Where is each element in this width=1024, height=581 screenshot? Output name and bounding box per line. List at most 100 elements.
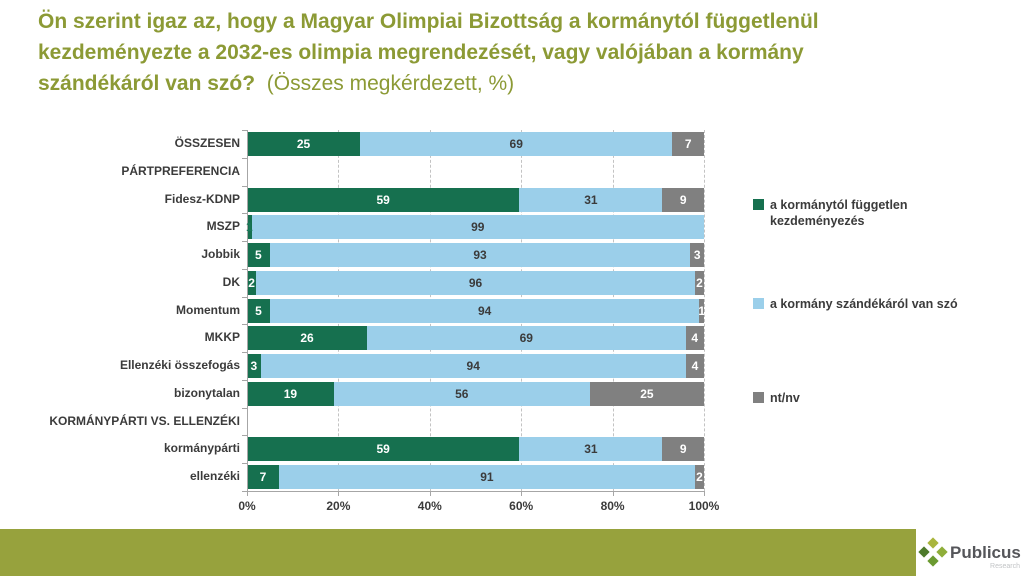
bar-segment-ntnv: [662, 187, 704, 212]
x-axis-tick: [612, 492, 614, 496]
bar-segment-government: [367, 326, 686, 351]
bar-segment-government: [360, 132, 673, 156]
bar-segment-ntnv: [685, 354, 704, 379]
legend-swatch: [753, 392, 764, 403]
bar-value-label: 59: [376, 192, 390, 207]
bar-segment-government: [333, 381, 590, 406]
bar-value-label: 25: [296, 137, 311, 151]
bar-value-label: 3: [250, 359, 258, 374]
y-axis-tick: [242, 352, 247, 353]
y-axis-tick: [242, 491, 247, 492]
bar-segment-ntnv: [690, 243, 704, 268]
bar-value-label: 31: [584, 442, 598, 457]
y-axis-tick: [242, 324, 247, 325]
y-axis-tick: [242, 269, 247, 270]
category-label: MKKP: [204, 330, 240, 345]
bar-value-label: 4: [691, 331, 699, 346]
y-axis-line: [247, 130, 248, 492]
bar-segment-government: [269, 298, 700, 323]
x-axis-tick: [429, 492, 431, 496]
plot-area: 25 69 7 59 31 9 1 99 5 93 3 2 96 2 5 94 1 26 69 4 3 94 4 19 56 25…: [238, 130, 719, 513]
category-label: ellenzéki: [189, 469, 240, 484]
bar-segment-independent: [247, 187, 520, 212]
publicus-logo-graphic: Publicus Research: [918, 537, 1021, 570]
x-axis-tick: [338, 492, 340, 496]
bar-value-label: 93: [473, 248, 487, 263]
bar-segment-independent: [247, 465, 279, 490]
y-axis-tick: [242, 297, 247, 298]
bar-value-label: 2: [696, 470, 703, 485]
bar-segment-independent: [247, 243, 270, 268]
x-axis-tick: [704, 492, 705, 496]
x-axis-label: 60%: [509, 499, 534, 513]
legend-item: nt/nv: [753, 390, 800, 406]
bar-value-label: 3: [693, 248, 701, 263]
category-axis: ÖSSZESEN PÁRTPREFERENCIA Fidesz-KDNP MSZP Jo…: [0, 130, 240, 491]
gridline: [704, 130, 705, 491]
title-note: (Összes megkérdezett, %): [266, 72, 515, 95]
bar-value-label: 2: [248, 275, 255, 290]
bar-segment-independent: [247, 381, 334, 406]
x-axis-line: [247, 491, 705, 492]
bar-value-label: 25: [640, 386, 654, 401]
bar-segment-independent: [247, 132, 361, 156]
x-axis-tick: [247, 492, 248, 496]
x-axis-label: 80%: [600, 499, 625, 513]
bar-segment-ntnv: [589, 381, 704, 406]
bar-value-label: 7: [684, 137, 692, 151]
bar-value-label: 19: [283, 386, 298, 401]
bar-value-label: 1: [698, 303, 706, 318]
bar-segment-government: [269, 243, 691, 268]
x-axis-label: 0%: [238, 499, 256, 513]
bar-segment-ntnv: [699, 298, 704, 323]
bar-value-label: 9: [679, 192, 687, 207]
bar-segment-ntnv: [672, 132, 704, 156]
category-label: PÁRTPREFERENCIA: [121, 163, 240, 178]
y-axis-tick: [242, 408, 247, 409]
brand-name: Publicus: [950, 543, 1021, 562]
legend-item: a kormány szándékáról van szó: [753, 296, 958, 312]
y-axis-tick: [242, 380, 247, 381]
bar-segment-ntnv: [685, 326, 704, 351]
bar-segment-ntnv: [694, 465, 704, 490]
legend-item: a kormánytól független kezdeményezés: [753, 197, 985, 229]
x-axis-label: 40%: [417, 499, 442, 513]
legend-label: a kormánytól független kezdeményezés: [770, 198, 908, 228]
x-axis-tick: [521, 492, 523, 496]
bar-value-label: 5: [255, 303, 262, 318]
category-label: KORMÁNYPÁRTI VS. ELLENZÉKI: [49, 413, 240, 428]
bar-segment-government: [278, 465, 695, 490]
bar-value-label: 59: [376, 442, 390, 457]
y-axis-tick: [242, 241, 247, 242]
bar-segment-independent: [247, 326, 368, 351]
page-title: Ön szerint igaz az, hogy a Magyar Olimpi…: [38, 6, 843, 99]
bar-value-label: 94: [466, 359, 480, 374]
brand-sub: Research: [990, 563, 1020, 570]
bar-value-label: 91: [480, 470, 494, 485]
bar-segment-government: [260, 354, 686, 379]
y-axis-tick: [242, 463, 247, 464]
bar-value-label: 4: [691, 359, 699, 374]
legend-label: nt/nv: [770, 391, 800, 405]
legend-swatch: [753, 199, 764, 210]
bar-segment-government: [519, 187, 663, 212]
bar-value-label: 56: [455, 386, 469, 401]
legend-label: a kormány szándékáról van szó: [770, 297, 958, 311]
bar-segment-independent: [247, 298, 270, 323]
category-label: bizonytalan: [173, 385, 240, 400]
bar-value-label: 69: [519, 331, 533, 346]
footer-bar: [0, 529, 916, 576]
bar-segment-independent: [247, 437, 520, 462]
title-question: Ön szerint igaz az, hogy a Magyar Olimpi…: [38, 10, 819, 95]
bar-segment-independent: [247, 215, 252, 240]
y-axis-tick: [242, 158, 247, 159]
bar-value-label: 9: [679, 442, 687, 457]
logo-diamonds-icon: [918, 537, 948, 567]
bar-segment-ntnv: [694, 270, 704, 295]
bar-value-label: 99: [471, 220, 485, 235]
bar-value-label: 96: [468, 275, 483, 290]
x-axis-label: 100%: [688, 499, 720, 513]
category-label: Fidesz-KDNP: [164, 191, 240, 206]
category-label: kormánypárti: [163, 441, 240, 456]
category-label: ÖSSZESEN: [174, 136, 240, 150]
